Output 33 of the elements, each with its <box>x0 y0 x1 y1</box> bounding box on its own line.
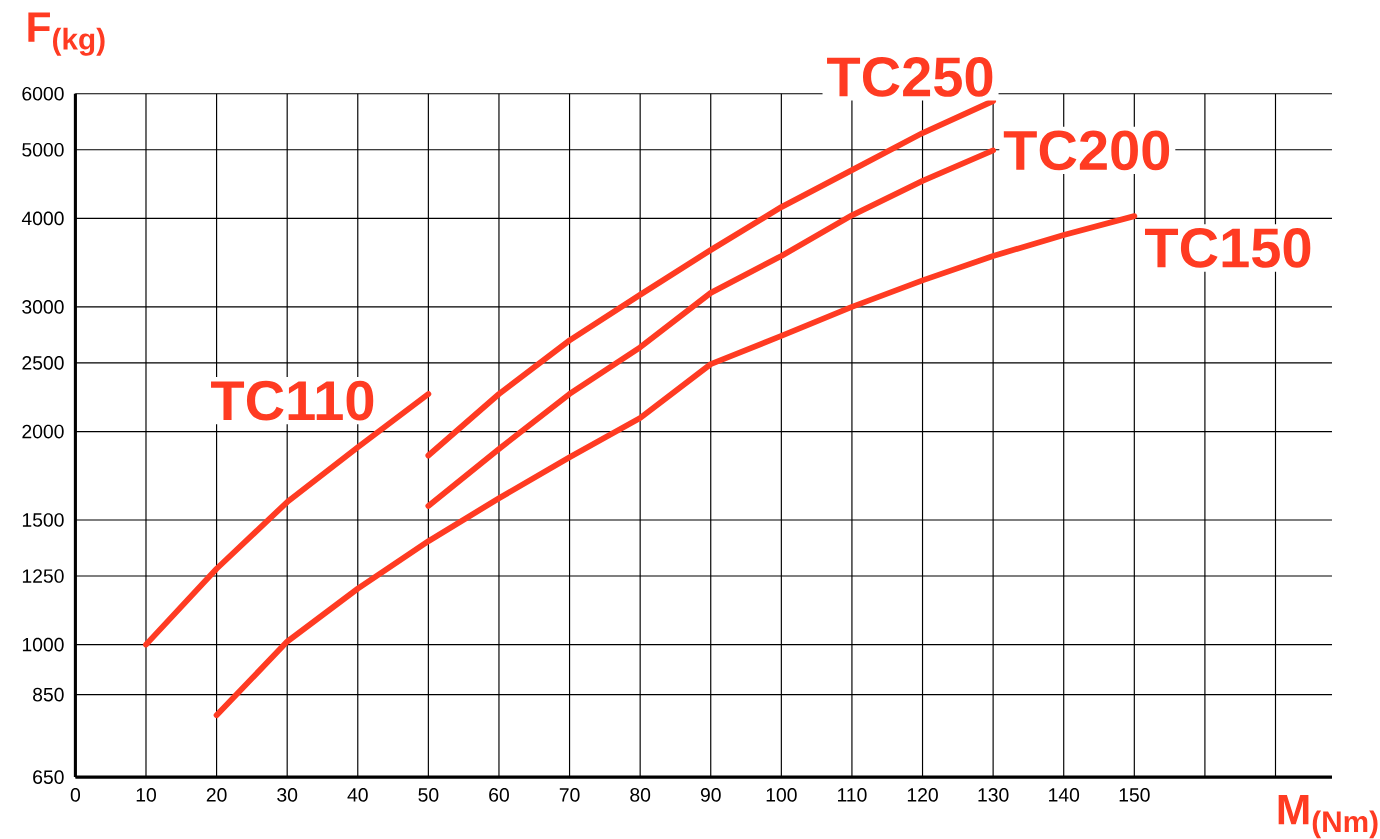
y-tick-label: 4000 <box>21 211 64 226</box>
y-tick-label: 6000 <box>22 86 64 101</box>
series-label: TC110 <box>211 380 374 421</box>
x-tick-label: 20 <box>206 788 227 802</box>
x-tick-label: 120 <box>907 788 938 802</box>
series-label: TC150 <box>1145 228 1311 268</box>
y-tick-label: 3000 <box>22 300 64 314</box>
x-tick-label: 40 <box>347 788 368 802</box>
series-label: TC200 <box>1003 130 1170 171</box>
x-tick-label: 80 <box>630 788 651 802</box>
y-tick-label: 2500 <box>22 356 64 370</box>
y-tick-label: 5000 <box>22 142 64 157</box>
y-tick-label: 650 <box>33 770 64 784</box>
y-tick-label: 1500 <box>22 513 64 527</box>
x-tick-label: 50 <box>418 788 439 802</box>
x-tick-label: 10 <box>136 788 156 802</box>
x-tick-label: 130 <box>978 788 1009 802</box>
x-tick-label: 70 <box>559 788 580 802</box>
y-axis-title: F$_{(kg)}$ <box>28 12 105 56</box>
series-label: TC250 <box>827 57 993 97</box>
x-tick-label: 0 <box>70 788 81 802</box>
x-tick-label: 140 <box>1049 788 1080 802</box>
x-tick-label: 110 <box>838 788 867 802</box>
x-tick-label: 150 <box>1119 788 1150 802</box>
y-tick-label: 1250 <box>22 569 64 583</box>
x-tick-label: 90 <box>700 788 721 802</box>
x-axis-title: M$_{(Nm)}$ <box>1278 795 1378 839</box>
x-tick-label: 100 <box>766 788 797 802</box>
y-tick-label: 2000 <box>22 424 64 439</box>
x-tick-label: 30 <box>277 788 298 802</box>
y-tick-label: 850 <box>33 687 64 702</box>
x-tick-label: 60 <box>489 788 509 802</box>
y-tick-label: 1000 <box>22 637 64 652</box>
